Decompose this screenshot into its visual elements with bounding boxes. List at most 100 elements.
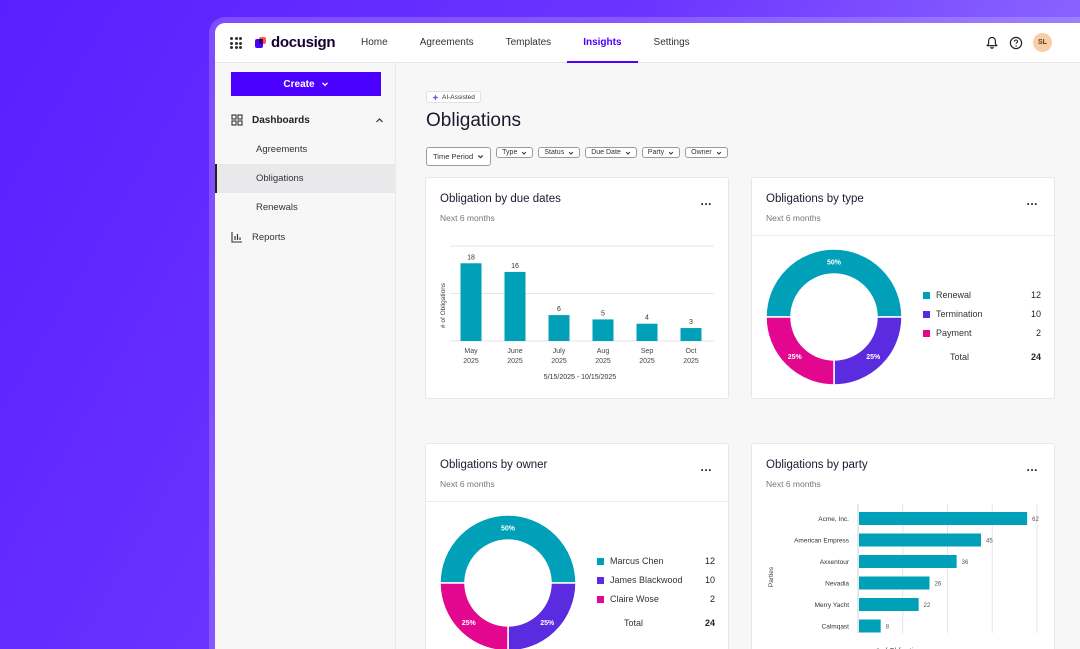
x-tick-label: 2025 <box>463 358 479 365</box>
bar <box>548 315 570 341</box>
card-divider <box>752 235 1054 236</box>
legend-total-label: Total <box>624 618 644 628</box>
y-tick-label: Merry Yacht <box>815 602 850 609</box>
legend-row: Payment 2 <box>923 327 1041 339</box>
nav-settings[interactable]: Settings <box>653 37 690 48</box>
x-tick-label: 2025 <box>507 358 523 365</box>
slice-percent-label: 50% <box>501 526 516 533</box>
legend-total-value: 24 <box>704 618 715 628</box>
y-axis-label: # of Obligations <box>440 282 447 328</box>
filter-party[interactable]: Party <box>641 147 681 158</box>
legend-row: James Blackwood 10 <box>597 574 715 586</box>
y-tick-label: Axxentour <box>820 559 850 566</box>
donut-slice <box>765 248 903 318</box>
legend-total-label: Total <box>950 352 970 362</box>
legend-swatch <box>923 310 930 318</box>
card-menu-button[interactable]: ... <box>700 460 712 474</box>
nav-insights[interactable]: Insights <box>567 23 638 63</box>
filter-type[interactable]: Type <box>496 147 534 158</box>
slice-percent-label: 50% <box>827 260 842 267</box>
x-tick-label: 2025 <box>683 358 699 365</box>
data-label: 18 <box>467 254 475 261</box>
data-label: 3 <box>689 319 693 326</box>
donut-slice <box>765 316 835 386</box>
data-label: 5 <box>601 310 605 317</box>
docusign-logo[interactable]: docusign <box>255 34 336 51</box>
chevron-down-icon <box>321 82 328 87</box>
donut-slice <box>507 582 577 649</box>
x-tick-label: May <box>464 348 478 355</box>
app-switcher-icon[interactable] <box>230 37 242 49</box>
card-menu-button[interactable]: ... <box>700 194 712 208</box>
data-label: 4 <box>645 315 649 322</box>
main-nav: Home Agreements Templates Insights Setti… <box>345 23 706 63</box>
chevron-down-icon <box>668 151 674 155</box>
app-window: docusign Home Agreements Templates Insig… <box>215 23 1080 649</box>
sidebar-item-renewals[interactable]: Renewals <box>256 202 298 213</box>
bar <box>859 576 930 590</box>
main-content: AI-Assisted Obligations Time Period Type… <box>396 63 1080 649</box>
slice-percent-label: 25% <box>540 620 555 627</box>
due-dates-bar-chart: 18 May 2025 16 June 2025 6 July 2025 5 Aug 2025 4 Sep… <box>440 245 714 381</box>
card-menu-button[interactable]: ... <box>1026 194 1038 208</box>
filter-due-date[interactable]: Due Date <box>585 147 637 158</box>
filter-label: Party <box>647 149 665 156</box>
top-nav-bar: docusign Home Agreements Templates Insig… <box>215 23 1080 63</box>
x-tick-label: Oct <box>686 348 697 355</box>
sparkle-icon <box>432 93 439 101</box>
chevron-down-icon <box>568 151 574 155</box>
sidebar-item-reports[interactable]: Reports <box>231 231 285 243</box>
logo-text: docusign <box>271 34 336 51</box>
y-tick-label: Calmqast <box>822 624 850 631</box>
legend-value: 12 <box>1030 290 1041 300</box>
card-subtitle: Next 6 months <box>766 479 821 489</box>
sidebar-item-obligations[interactable]: Obligations <box>215 164 396 193</box>
nav-agreements[interactable]: Agreements <box>419 37 474 48</box>
bar <box>859 598 919 611</box>
data-label: 16 <box>511 263 519 270</box>
chevron-down-icon <box>522 151 527 155</box>
x-tick-label: July <box>553 348 566 355</box>
ai-badge-label: AI-Assisted <box>442 93 475 101</box>
sidebar-item-agreements[interactable]: Agreements <box>256 144 308 155</box>
dashboard-grid-icon <box>231 114 243 126</box>
bell-icon[interactable] <box>985 36 999 50</box>
legend-swatch <box>597 557 604 565</box>
slice-percent-label: 25% <box>788 354 803 361</box>
legend-label: James Blackwood <box>610 575 683 585</box>
help-icon[interactable] <box>1009 36 1023 50</box>
logo-mark-icon <box>255 36 267 49</box>
card-title: Obligation by due dates <box>440 193 561 205</box>
legend-value: 10 <box>1030 309 1041 319</box>
page-title: Obligations <box>426 110 522 131</box>
legend-label: Renewal <box>936 290 972 300</box>
legend-swatch <box>923 329 930 337</box>
legend-row: Marcus Chen 12 <box>597 555 715 567</box>
sidebar-section-dashboards[interactable]: Dashboards <box>231 114 384 126</box>
owner-legend: Marcus Chen 12 James Blackwood 10 Claire W… <box>597 555 715 635</box>
chevron-up-icon[interactable] <box>375 116 384 125</box>
y-tick-label: American Empress <box>794 538 850 545</box>
card-subtitle: Next 6 months <box>766 213 821 223</box>
type-donut-chart: 50% 25% 25% <box>765 248 903 386</box>
filter-label: Owner <box>691 149 712 156</box>
filter-label: Time Period <box>433 152 474 161</box>
donut-slice <box>439 582 509 649</box>
user-avatar[interactable]: SL <box>1033 33 1052 52</box>
sidebar: Create Dashboards Agreements Obligations… <box>215 63 396 649</box>
slice-percent-label: 25% <box>462 620 477 627</box>
create-button[interactable]: Create <box>231 72 381 96</box>
filter-label: Status <box>544 149 565 156</box>
legend-swatch <box>597 595 604 603</box>
filter-owner[interactable]: Owner <box>685 147 728 158</box>
bar <box>680 328 702 341</box>
sidebar-item-reports-label: Reports <box>252 231 286 243</box>
sidebar-section-label: Dashboards <box>252 114 310 126</box>
nav-templates[interactable]: Templates <box>505 37 552 48</box>
card-divider <box>426 501 728 502</box>
nav-home[interactable]: Home <box>361 37 388 48</box>
chevron-down-icon <box>478 155 484 159</box>
card-menu-button[interactable]: ... <box>1026 460 1038 474</box>
filter-time-period[interactable]: Time Period <box>426 147 492 166</box>
filter-status[interactable]: Status <box>538 147 581 158</box>
